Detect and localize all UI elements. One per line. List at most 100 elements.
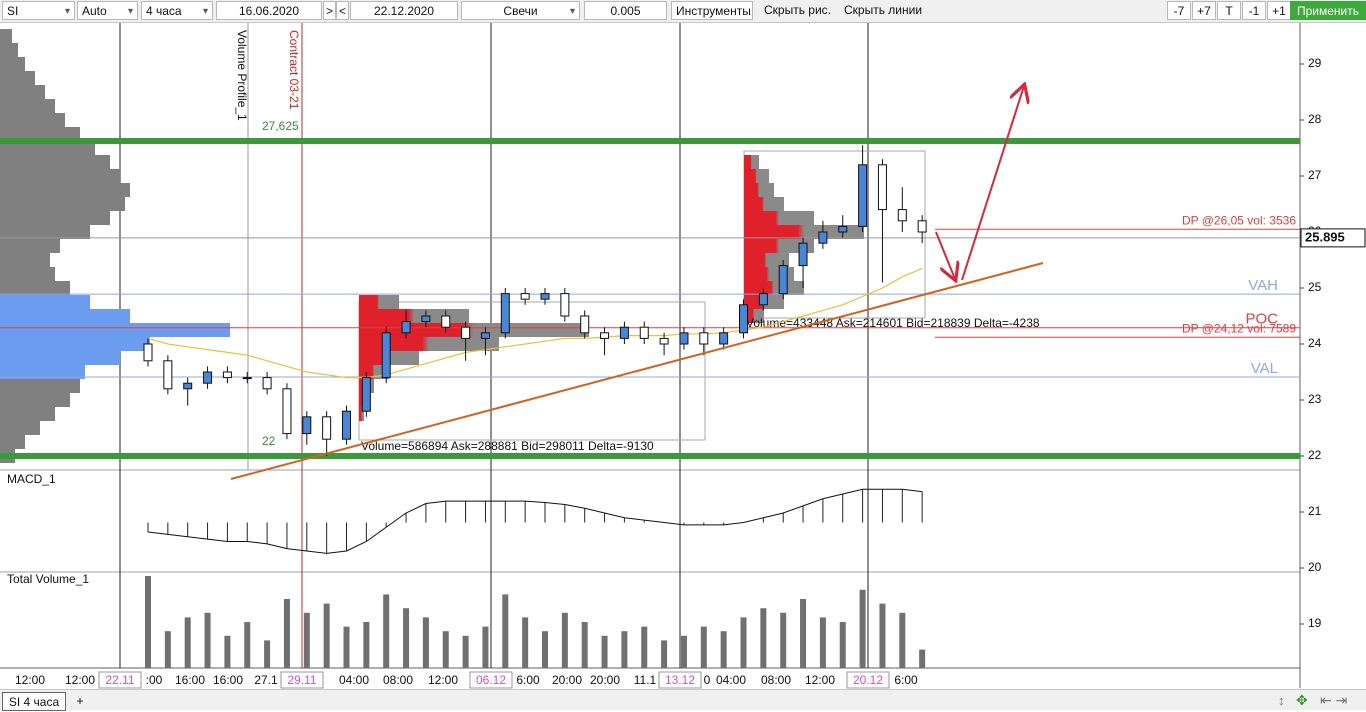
session-stats: Volume=586894 Ask=288881 Bid=298011 Delt… [361, 439, 654, 453]
step-button[interactable]: +1 [1267, 1, 1291, 20]
panes [0, 23, 1301, 688]
add-tab[interactable]: + [76, 694, 84, 708]
volume-bar [343, 626, 350, 668]
candle-body [322, 416, 332, 440]
volume-bar [680, 635, 687, 668]
fit-icon[interactable]: ✥ [1296, 692, 1308, 708]
candle-body [897, 209, 907, 222]
session-profile-bar [744, 197, 784, 211]
apply-button[interactable]: Применить [1290, 1, 1366, 20]
step-button[interactable]: -1 [1242, 1, 1266, 20]
profile-bar [0, 267, 55, 281]
x-tick-label: 20:00 [552, 673, 582, 687]
profile-bar [0, 365, 85, 379]
next-button[interactable]: > [323, 1, 336, 20]
session-profile-bar [744, 239, 814, 253]
session-profile-bar [359, 323, 589, 337]
profile-bar [0, 295, 90, 309]
resize-icon[interactable]: ↕ [1278, 693, 1285, 708]
last-price-box [1300, 228, 1366, 248]
macd-line [147, 488, 923, 554]
candle-body [262, 377, 272, 390]
volume-bar [323, 603, 330, 668]
candle-body [917, 220, 927, 233]
pane-title: MACD_1 [7, 472, 56, 486]
period-select[interactable]: 4 часа [141, 1, 213, 21]
candle-body [858, 164, 868, 227]
level-label: VAH [1248, 277, 1278, 294]
candle-body [778, 265, 788, 295]
step-button[interactable]: T [1217, 1, 1241, 20]
tools-button[interactable]: Инструменты [671, 1, 753, 20]
arrow [961, 86, 1024, 281]
candle-body [302, 416, 312, 435]
volume-bar [859, 589, 866, 668]
volume-bar [819, 617, 826, 668]
profile-bar [0, 435, 25, 449]
chart-style-select[interactable]: Свечи [461, 1, 580, 21]
profile-bar [0, 309, 130, 323]
x-tick-label: 22.11 [105, 673, 134, 687]
session-stats: Volume=433448 Ask=214601 Bid=218839 Delt… [746, 316, 1040, 330]
profile-bar [0, 323, 230, 337]
toolbar: SI Auto 4 часа 16.06.2020 > < 22.12.2020… [0, 0, 1366, 23]
volume-bar [621, 631, 628, 668]
candle-body [798, 242, 808, 267]
tab[interactable]: SI 4 часа [2, 692, 66, 711]
x-tick-label: 12:00 [15, 673, 45, 687]
volume-bar [720, 631, 727, 668]
profile-bar [0, 225, 90, 239]
candle-body [739, 304, 748, 334]
date-box [98, 671, 142, 689]
prev-button[interactable]: < [336, 1, 349, 20]
candle-body [679, 332, 689, 345]
hide-drawings-button[interactable]: Скрыть рис. [764, 3, 832, 17]
session-profile-bar [744, 155, 759, 169]
volume-bar [403, 608, 410, 668]
session-profile-bar [744, 281, 804, 295]
moving-average [147, 267, 923, 379]
candle-body [758, 293, 768, 306]
profile-bar [0, 379, 80, 393]
profile-bar [0, 197, 125, 211]
hide-lines-button[interactable]: Скрыть линии [844, 3, 923, 17]
candle-body [659, 337, 669, 345]
volume-bar [244, 622, 251, 668]
volume-bar [601, 635, 608, 668]
x-tick-label: 6:00 [894, 673, 918, 687]
profile-bar [0, 253, 50, 267]
candle-body [619, 326, 629, 339]
candle-body [163, 360, 173, 390]
candle-body [183, 382, 193, 390]
candle-body [520, 293, 530, 300]
step-button[interactable]: +7 [1192, 1, 1216, 20]
candle-body [699, 332, 709, 345]
volume-bar [383, 594, 390, 668]
y-tick-label: 27 [1308, 168, 1322, 182]
candle-body [600, 332, 610, 339]
date-to[interactable]: 22.12.2020 [350, 1, 458, 20]
y-tick-label: 25 [1308, 280, 1322, 294]
pane-title: Total Volume_1 [7, 572, 89, 586]
x-tick-label: 04:00 [716, 673, 746, 687]
candle-body [461, 326, 471, 339]
step-button[interactable]: -7 [1167, 1, 1191, 20]
volume-bar [502, 594, 509, 668]
profile-bar [0, 85, 45, 99]
profile-bar [0, 337, 150, 351]
scale-select[interactable]: Auto [77, 1, 138, 21]
session-profile-bar [744, 253, 789, 267]
scroll-icon[interactable]: ⇤ ⇥ [1320, 692, 1348, 708]
date-from[interactable]: 16.06.2020 [216, 1, 322, 20]
candle-body [540, 293, 550, 300]
session-profile-bar [359, 337, 499, 351]
profile-bar [0, 113, 65, 127]
x-tick-label: 20:00 [590, 673, 620, 687]
candle-body [143, 343, 153, 362]
symbol-select[interactable]: SI [2, 1, 75, 21]
x-tick-label: 6:00 [516, 673, 540, 687]
volume-bar [919, 649, 926, 668]
step-input[interactable]: 0.005 [584, 1, 667, 20]
volume-bar [283, 599, 290, 668]
trend-line [230, 262, 1044, 480]
